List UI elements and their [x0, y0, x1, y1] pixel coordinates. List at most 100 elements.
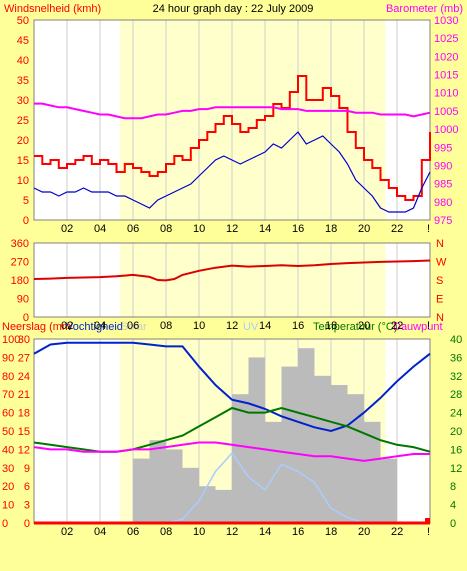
x-tick-label: 04 [94, 526, 106, 538]
plot-frame [33, 19, 431, 221]
humidity-y-tick: 40 [2, 444, 14, 456]
solar-bar [182, 467, 199, 523]
wind-y-tick: 40 [17, 55, 29, 67]
rain-y-tick: 6 [24, 481, 30, 493]
barometer-y-tick: 1015 [434, 70, 458, 82]
wind-y-tick: 0 [23, 215, 29, 227]
x-tick-label: 18 [325, 320, 337, 332]
x-tick-label: 12 [226, 320, 238, 332]
wind-average-line [33, 131, 431, 213]
x-tick-label: 20 [358, 526, 370, 538]
temperature-y-tick: 0 [450, 518, 456, 530]
solar-bar [133, 458, 150, 523]
temperature-y-tick: 4 [450, 500, 456, 512]
x-tick-label: 10 [193, 223, 205, 235]
solar-bar [265, 421, 282, 523]
compass-y-tick: S [436, 275, 443, 287]
solar-bar [331, 385, 348, 523]
x-tick-label: 10 [193, 320, 205, 332]
temperature-y-tick: 16 [450, 444, 462, 456]
solar-bar [166, 449, 183, 523]
solar-bar [215, 489, 232, 523]
rain-y-tick: 0 [24, 518, 30, 530]
barometer-y-tick: 995 [434, 142, 452, 154]
barometer-axis-title: Barometer (mb) [386, 3, 463, 15]
x-tick-label: 20 [358, 223, 370, 235]
x-tick-label: 06 [127, 320, 139, 332]
x-tick-label: 08 [160, 526, 172, 538]
x-tick-label: ! [427, 223, 430, 235]
solar-bar [248, 357, 265, 523]
barometer-y-tick: 1025 [434, 33, 458, 45]
daylight-band [119, 20, 386, 220]
humidity-y-tick: 100 [2, 334, 20, 346]
humidity-y-tick: 90 [2, 352, 14, 364]
x-tick-label: 06 [127, 526, 139, 538]
wind-y-tick: 45 [17, 35, 29, 47]
graph-title: 24 hour graph day : 22 July 2009 [153, 3, 314, 15]
rain-axis-title: Neerslag (mm [2, 321, 71, 333]
direction-y-tick: 360 [11, 238, 29, 250]
wind-y-tick: 20 [17, 135, 29, 147]
humidity-y-tick: 80 [2, 371, 14, 383]
barometer-y-tick: 1000 [434, 124, 458, 136]
compass-y-tick: W [436, 257, 447, 269]
temperature-y-tick: 20 [450, 426, 462, 438]
x-tick-label: 16 [292, 223, 304, 235]
x-tick-label: 20 [358, 320, 370, 332]
compass-y-tick: N [436, 238, 444, 250]
x-tick-label: 14 [259, 526, 271, 538]
x-tick-label: 12 [226, 223, 238, 235]
rain-marker [425, 518, 430, 523]
temperature-y-tick: 12 [450, 463, 462, 475]
wind-y-tick: 10 [17, 175, 29, 187]
barometer-y-tick: 975 [434, 215, 452, 227]
x-tick-label: ! [427, 320, 430, 332]
solar-bar [364, 421, 381, 523]
rain-y-tick: 24 [18, 371, 30, 383]
direction-y-tick: 90 [17, 294, 29, 306]
rain-y-tick: 30 [18, 334, 30, 346]
x-tick-label: 04 [94, 320, 106, 332]
plot-frame [33, 242, 431, 318]
barometer-y-tick: 1020 [434, 51, 458, 63]
wind-y-tick: 25 [17, 115, 29, 127]
solar-bar [149, 440, 166, 523]
wind-y-tick: 15 [17, 155, 29, 167]
temperature-y-tick: 28 [450, 389, 462, 401]
barometer-y-tick: 990 [434, 160, 452, 172]
barometer-line [34, 102, 431, 120]
dewpoint-line [33, 441, 430, 462]
solar-legend-label: Solar [121, 321, 147, 333]
wind-direction-line [33, 259, 431, 282]
direction-y-tick: 0 [23, 312, 29, 324]
solar-bar [199, 486, 216, 523]
barometer-y-tick: 1010 [434, 88, 458, 100]
temperature-y-tick: 36 [450, 352, 462, 364]
x-tick-label: ! [427, 526, 430, 538]
x-tick-label: 18 [325, 223, 337, 235]
rain-y-tick: 27 [18, 352, 30, 364]
x-tick-label: 12 [226, 526, 238, 538]
x-tick-label: 02 [61, 526, 73, 538]
humidity-line [33, 341, 431, 433]
wind-y-tick: 50 [17, 15, 29, 27]
x-tick-label: 08 [160, 223, 172, 235]
rain-y-tick: 21 [18, 389, 30, 401]
humidity-y-tick: 60 [2, 408, 14, 420]
x-tick-label: 22 [391, 320, 403, 332]
wind-gust-line [34, 75, 431, 201]
wind-axis-title: Windsnelheid (kmh) [4, 3, 101, 15]
x-tick-label: 14 [259, 320, 271, 332]
x-tick-label: 22 [391, 223, 403, 235]
compass-y-tick: N [436, 312, 444, 324]
x-tick-label: 18 [325, 526, 337, 538]
x-tick-label: 02 [61, 223, 73, 235]
temperature-axis-title: Temperatuur (°C) [313, 321, 397, 333]
humidity-axis-title: Vochtigheid [66, 321, 123, 333]
wind-y-tick: 5 [23, 195, 29, 207]
x-tick-label: 10 [193, 526, 205, 538]
dewpoint-axis-title: Dauwpunt [393, 321, 443, 333]
